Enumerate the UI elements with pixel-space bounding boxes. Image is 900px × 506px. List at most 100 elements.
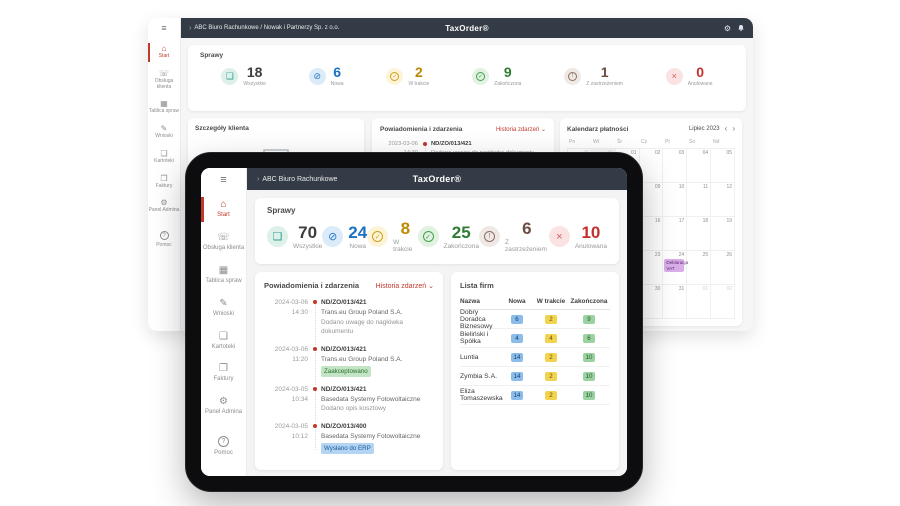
calendar-day[interactable]: 03 bbox=[663, 149, 688, 183]
history-link[interactable]: Historia zdarzeń ⌄ bbox=[495, 127, 546, 133]
count-badge-w-trakcie: 2 bbox=[545, 390, 557, 400]
sidebar-item[interactable]: ⌂ Start bbox=[148, 41, 180, 64]
headset-icon: ☏ bbox=[158, 68, 169, 78]
sidebar-item-label: Tablica spraw bbox=[148, 108, 180, 115]
gear-icon[interactable]: ⚙ bbox=[723, 23, 731, 33]
breadcrumb[interactable]: › ABC Biuro Rachunkowe bbox=[257, 176, 337, 183]
sidebar-item[interactable]: ☏ Obsługa klienta bbox=[148, 66, 180, 95]
calendar-day[interactable]: 26 bbox=[711, 251, 735, 285]
calendar-day[interactable]: 16 bbox=[639, 217, 664, 251]
stat-tile[interactable]: ❏ 18 Wszystkie bbox=[221, 65, 266, 87]
event-time: 14:30 bbox=[291, 308, 308, 316]
calendar-day[interactable]: 01 bbox=[687, 285, 712, 319]
timeline-dot-icon bbox=[312, 386, 317, 391]
requests-icon: ✎ bbox=[219, 297, 228, 309]
calendar-day[interactable]: 31 bbox=[663, 285, 688, 319]
stat-label: Zakończona bbox=[443, 242, 479, 250]
calendar-day[interactable]: 09 bbox=[639, 183, 664, 217]
calendar-day[interactable]: 23 bbox=[639, 251, 664, 285]
sidebar-item[interactable]: ⚙ Panel Admina bbox=[201, 392, 246, 421]
company-row[interactable]: Zymbia S.A. 14 2 10 bbox=[460, 367, 610, 386]
companies-list-card: Lista firm Nazwa Nowa W trakcie Zakończo… bbox=[451, 272, 619, 470]
calendar-day[interactable]: 02 bbox=[639, 149, 664, 183]
calendar-day[interactable]: 18 bbox=[687, 217, 712, 251]
document-number: ND/ZO/013/421 bbox=[321, 299, 367, 306]
calendar-day[interactable]: 02 bbox=[711, 285, 735, 319]
sidebar-item[interactable]: ❏ Kartoteki bbox=[148, 146, 180, 169]
check-icon: ✓ bbox=[476, 71, 486, 81]
stat-tile[interactable]: ❏ 70 Wszystkie bbox=[267, 224, 322, 250]
count-badge-w-trakcie: 2 bbox=[545, 314, 557, 324]
sidebar-item[interactable]: ❐ Faktury bbox=[148, 171, 180, 194]
chevron-right-icon: › bbox=[189, 24, 192, 32]
tablet-cards-row: Powiadomienia i zdarzenia Historia zdarz… bbox=[255, 272, 619, 470]
chevron-right-icon[interactable]: › bbox=[732, 124, 735, 133]
stat-tile[interactable]: × 10 Anulowana bbox=[548, 224, 607, 250]
document-number: ND/ZO/013/421 bbox=[321, 385, 367, 393]
stat-tile[interactable]: ! 1 Z zastrzeżeniem bbox=[564, 65, 623, 87]
sidebar-item[interactable]: ⚙ Panel Admina bbox=[148, 195, 180, 218]
stat-tile[interactable]: ✓ 8 W trakcie bbox=[367, 220, 417, 253]
sidebar-item[interactable]: ✎ Wnioski bbox=[148, 121, 180, 144]
cases-stats-row: ❏ 18 Wszystkie ⊘ 6 Nowa bbox=[200, 65, 734, 87]
count-badge-nowa: 14 bbox=[511, 352, 523, 362]
sidebar-item[interactable]: ☏ Obsługa klienta bbox=[201, 228, 246, 257]
timeline-entry[interactable]: 2024-03-05 10:34 ND/ZO/013/421 Basedata … bbox=[264, 385, 434, 423]
calendar-day[interactable]: 11 bbox=[687, 183, 712, 217]
stat-label: Anulowane bbox=[687, 81, 713, 87]
calendar-day[interactable]: 05 bbox=[711, 149, 735, 183]
company-row[interactable]: Luntia 14 2 10 bbox=[460, 348, 610, 367]
day-number: 17 bbox=[678, 218, 685, 224]
calendar-day[interactable]: 12 bbox=[711, 183, 735, 217]
timeline-entry[interactable]: 2024-03-05 10:12 ND/ZO/013/400 Basedata … bbox=[264, 422, 434, 454]
stat-value: 9 bbox=[503, 64, 512, 80]
menu-icon[interactable]: ≡ bbox=[220, 174, 227, 186]
sidebar-item-label: Kartoteki bbox=[211, 343, 236, 350]
calendar-day[interactable]: 30 bbox=[639, 285, 664, 319]
stat-tile[interactable]: ✓ 25 Zakończona bbox=[417, 224, 479, 250]
bell-icon[interactable] bbox=[737, 24, 745, 32]
stat-value: 24 bbox=[348, 222, 368, 242]
calendar-day[interactable]: 25 bbox=[687, 251, 712, 285]
sidebar-item[interactable]: ❐ Faktury bbox=[201, 359, 246, 388]
calendar-day[interactable]: 24 Deklaracja VAT bbox=[663, 251, 688, 285]
day-number: 23 bbox=[654, 252, 661, 258]
sidebar-item[interactable]: ❏ Kartoteki bbox=[201, 327, 246, 356]
sidebar-item[interactable]: ? Pomoc bbox=[148, 220, 180, 253]
calendar-day[interactable]: 10 bbox=[663, 183, 688, 217]
stat-tile[interactable]: × 0 Anulowane bbox=[665, 65, 713, 87]
timeline-entry[interactable]: 2024-03-06 11:20 ND/ZO/013/421 Trans.eu … bbox=[264, 345, 434, 385]
desktop-sidebar: ≡ ⌂ Start ☏ Obsługa klienta ▦ Ta bbox=[148, 18, 181, 331]
timeline-entry[interactable]: 2024-03-06 14:30 ND/ZO/013/421 Trans.eu … bbox=[264, 298, 434, 345]
stat-tile[interactable]: ! 6 Z zastrzeżeniem bbox=[478, 220, 549, 253]
menu-icon[interactable]: ≡ bbox=[161, 23, 167, 33]
sidebar-item[interactable]: ⌂ Start bbox=[201, 195, 246, 224]
weekday-label: Śr bbox=[617, 139, 622, 145]
admin-icon: ⚙ bbox=[160, 198, 168, 208]
status-badge: Zaakceptowano bbox=[321, 365, 371, 377]
calendar-day[interactable]: 19 bbox=[711, 217, 735, 251]
tablet-sidebar: ≡ ⌂ Start ☏ Obsługa klienta bbox=[201, 168, 247, 476]
company-row[interactable]: Bieliński i Spółka 4 4 6 bbox=[460, 329, 610, 348]
history-link[interactable]: Historia zdarzeń ⌄ bbox=[375, 282, 434, 290]
breadcrumb-label: ABC Biuro Rachunkowe / Nowak i Partnerzy… bbox=[194, 25, 340, 31]
stat-label: Anulowana bbox=[574, 242, 607, 250]
stat-tile[interactable]: ⊘ 24 Nowa bbox=[322, 224, 367, 250]
topbar-actions: ⚙ bbox=[724, 24, 745, 33]
chevron-left-icon[interactable]: ‹ bbox=[724, 124, 728, 133]
sidebar-item[interactable]: ✎ Wnioski bbox=[201, 294, 246, 323]
breadcrumb[interactable]: › ABC Biuro Rachunkowe / Nowak i Partner… bbox=[189, 25, 339, 32]
calendar-day[interactable]: 04 bbox=[687, 149, 712, 183]
sidebar-item[interactable]: ▦ Tablica spraw bbox=[201, 261, 246, 290]
stat-tile[interactable]: ✓ 9 Zakończona bbox=[472, 65, 521, 87]
calendar-day[interactable]: 17 bbox=[663, 217, 688, 251]
company-row[interactable]: Dobry Doradca Biznesowy 6 2 9 bbox=[460, 309, 610, 330]
status-badge: Wysłano do ERP bbox=[321, 442, 374, 454]
sidebar-item-label: Faktury bbox=[213, 376, 234, 383]
stat-tile[interactable]: ⊘ 6 Nowa bbox=[308, 65, 344, 87]
stat-tile[interactable]: ✓ 2 W trakcie bbox=[386, 65, 429, 87]
company-row[interactable]: Eliza Tomaszewska 14 2 10 bbox=[460, 386, 610, 405]
sidebar-item[interactable]: ? Pomoc bbox=[201, 425, 246, 462]
sidebar-item[interactable]: ▦ Tablica spraw bbox=[148, 96, 180, 119]
count-badge-zakonczona: 10 bbox=[583, 390, 595, 400]
